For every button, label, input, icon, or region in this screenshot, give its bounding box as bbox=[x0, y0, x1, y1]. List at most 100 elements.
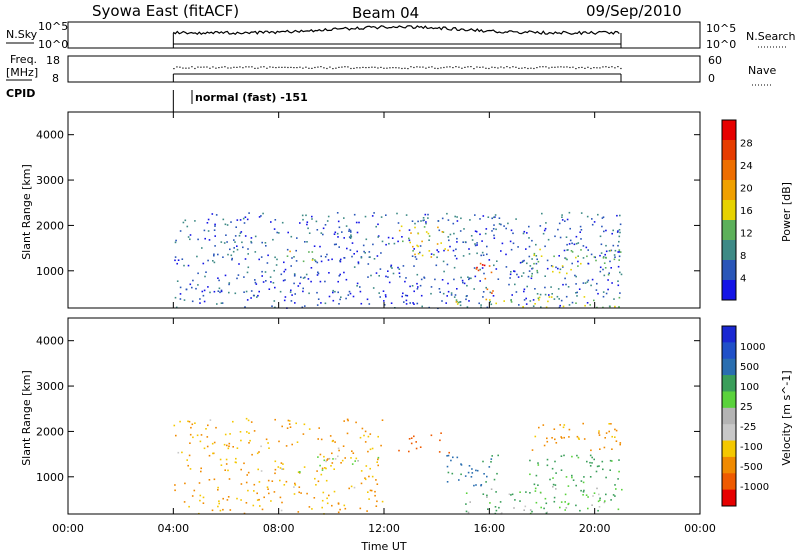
velocity-cell bbox=[346, 432, 349, 435]
power-cell bbox=[246, 218, 249, 221]
power-cell bbox=[419, 284, 422, 287]
freq-point bbox=[380, 66, 382, 68]
power-cell bbox=[466, 295, 468, 297]
colorbar-swatch bbox=[722, 180, 736, 201]
power-cell bbox=[239, 232, 242, 234]
velocity-cell bbox=[258, 481, 261, 483]
power-cell bbox=[611, 282, 613, 284]
power-cell bbox=[422, 217, 425, 219]
velocity-cell bbox=[240, 499, 242, 501]
velocity-cell bbox=[314, 477, 316, 480]
power-cell bbox=[571, 262, 573, 265]
power-cell bbox=[304, 241, 306, 243]
power-cell bbox=[346, 247, 348, 250]
velocity-cell bbox=[192, 436, 194, 439]
freq-point bbox=[257, 67, 259, 69]
freq-point bbox=[197, 66, 199, 68]
velocity-cell bbox=[253, 483, 256, 486]
power-cell bbox=[207, 230, 210, 232]
freq-point bbox=[344, 66, 346, 68]
power-cell bbox=[587, 262, 590, 265]
power-cell bbox=[437, 226, 439, 229]
power-cell bbox=[196, 255, 198, 258]
power-cell bbox=[305, 214, 307, 217]
freq-point bbox=[581, 66, 583, 68]
power-cell bbox=[546, 267, 549, 270]
velocity-cell bbox=[334, 458, 337, 460]
power-cell bbox=[525, 303, 528, 305]
power-cell bbox=[544, 227, 547, 230]
power-cell bbox=[522, 232, 525, 235]
velocity-cell bbox=[602, 468, 604, 471]
power-cell bbox=[201, 247, 203, 249]
power-cell bbox=[331, 258, 333, 261]
power-cell bbox=[230, 221, 232, 223]
freq-point bbox=[575, 68, 577, 70]
power-cell bbox=[319, 280, 322, 283]
velocity-cell bbox=[319, 453, 322, 456]
power-cell bbox=[238, 234, 241, 237]
power-cell bbox=[336, 212, 339, 214]
power-cell bbox=[492, 290, 494, 292]
power-cell bbox=[447, 282, 449, 285]
velocity-cell bbox=[554, 484, 557, 486]
power-cell bbox=[607, 288, 609, 291]
power-cell bbox=[293, 275, 296, 277]
power-cell bbox=[463, 282, 466, 285]
power-cell bbox=[459, 304, 462, 307]
power-cell bbox=[610, 249, 613, 252]
freq-point bbox=[395, 67, 397, 69]
power-cell bbox=[334, 231, 337, 234]
power-cell bbox=[296, 237, 298, 239]
power-cell bbox=[619, 251, 622, 253]
velocity-cell bbox=[226, 444, 228, 447]
colorbar-tick-label: 25 bbox=[740, 402, 753, 413]
velocity-cell bbox=[364, 478, 367, 481]
velocity-cell bbox=[369, 489, 372, 492]
velocity-cell bbox=[377, 456, 380, 459]
velocity-cell bbox=[498, 506, 500, 509]
power-cell bbox=[337, 291, 339, 294]
freq-point bbox=[515, 66, 517, 68]
power-cell bbox=[571, 242, 573, 245]
velocity-cell bbox=[320, 438, 323, 441]
power-cell bbox=[567, 249, 569, 251]
power-cell bbox=[379, 268, 382, 270]
power-cell bbox=[551, 265, 554, 268]
velocity-cell bbox=[576, 435, 579, 438]
velocity-cell bbox=[367, 450, 369, 453]
velocity-cell bbox=[316, 470, 318, 472]
velocity-cell bbox=[268, 447, 270, 449]
power-cell bbox=[505, 227, 507, 230]
power-cell bbox=[316, 274, 319, 276]
velocity-cell bbox=[597, 509, 599, 512]
power-cell bbox=[422, 219, 424, 222]
power-cell bbox=[304, 305, 306, 307]
power-cell bbox=[454, 215, 456, 218]
power-cell bbox=[213, 254, 215, 257]
power-cell bbox=[286, 248, 289, 251]
power-cell bbox=[601, 217, 604, 219]
velocity-cell bbox=[543, 507, 545, 510]
freq-point bbox=[458, 66, 460, 68]
power-cell bbox=[314, 260, 317, 263]
power-cell bbox=[566, 243, 568, 246]
power-cell bbox=[604, 267, 607, 269]
power-cell bbox=[547, 238, 550, 241]
velocity-cell bbox=[560, 501, 563, 503]
power-cell bbox=[332, 291, 334, 294]
power-cell bbox=[446, 212, 448, 215]
power-cell bbox=[618, 235, 621, 238]
power-cell bbox=[353, 253, 355, 255]
velocity-cell bbox=[211, 442, 214, 445]
velocity-cell bbox=[615, 488, 617, 490]
power-cell bbox=[373, 258, 376, 260]
power-cell bbox=[558, 222, 561, 225]
velocity-cell bbox=[187, 420, 189, 423]
freq-point bbox=[302, 67, 304, 69]
power-cell bbox=[427, 217, 429, 219]
power-cell bbox=[452, 249, 455, 252]
velocity-colorbar-label: Velocity [m s^-1] bbox=[780, 370, 793, 465]
velocity-cell bbox=[351, 463, 354, 465]
velocity-cell bbox=[603, 501, 606, 504]
